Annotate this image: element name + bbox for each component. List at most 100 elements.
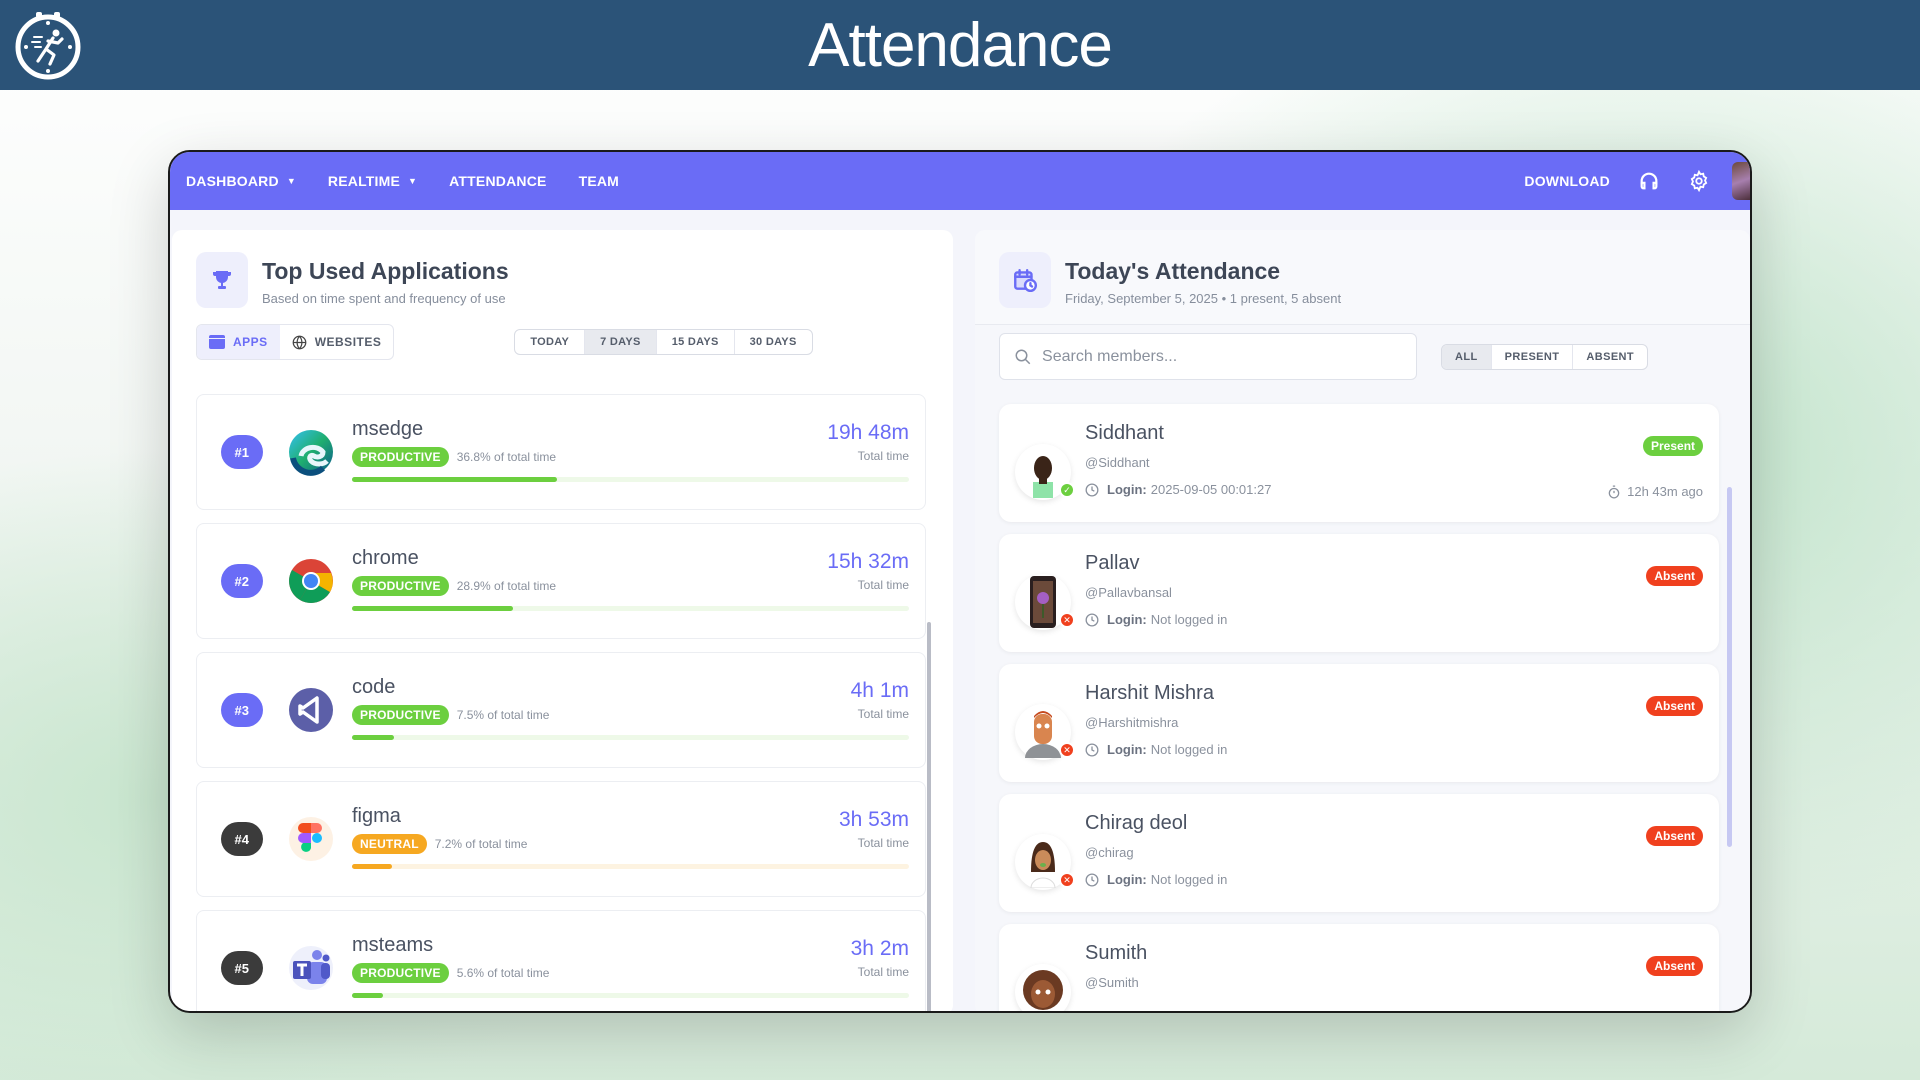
- member-handle: @Sumith: [1085, 975, 1139, 990]
- range-7-days[interactable]: 7 DAYS: [585, 330, 657, 354]
- avatar: ✕: [1015, 574, 1076, 630]
- gear-icon: [1690, 170, 1708, 192]
- clock-icon: [1085, 613, 1099, 626]
- range-15-days[interactable]: 15 DAYS: [657, 330, 735, 354]
- status-badge: Absent: [1646, 826, 1704, 846]
- nav-team[interactable]: TEAM: [579, 173, 619, 189]
- vscode-icon: [289, 688, 334, 732]
- filter-present[interactable]: PRESENT: [1492, 344, 1574, 369]
- app-row[interactable]: #3 code PRODUCTIVE 7.5% of total time: [196, 652, 926, 768]
- figma-icon: [289, 817, 334, 861]
- nav-dashboard-label: DASHBOARD: [186, 173, 279, 189]
- member-card[interactable]: ✕ Chirag deol @chirag Login: Not logged …: [999, 794, 1720, 912]
- settings-button[interactable]: [1688, 170, 1710, 192]
- total-time: 4h 1m: [850, 679, 909, 702]
- usage-bar: [352, 735, 909, 740]
- filter-absent[interactable]: ABSENT: [1586, 350, 1635, 363]
- app-row[interactable]: #2 chrome PR: [196, 523, 926, 639]
- category-badge: PRODUCTIVE: [352, 576, 449, 596]
- app-row[interactable]: #5 msteams: [196, 910, 926, 1011]
- usage-bar: [352, 606, 909, 611]
- member-handle: @Pallavbansal: [1085, 585, 1172, 600]
- member-card[interactable]: ✕ Harshit Mishra @Harshitmishra Login: N…: [999, 664, 1720, 782]
- attendance-panel: Today's Attendance Friday, September 5, …: [975, 230, 1750, 1011]
- total-time: 3h 53m: [838, 808, 909, 831]
- filter-all[interactable]: ALL: [1442, 344, 1492, 369]
- login-label: Login:: [1107, 612, 1147, 627]
- avatar: ✓: [1015, 444, 1076, 500]
- app-name: msedge: [352, 418, 424, 440]
- calendar-tile: [999, 252, 1052, 308]
- member-name: Siddhant: [1085, 422, 1164, 444]
- members-scrollbar[interactable]: [1727, 487, 1732, 847]
- member-name: Harshit Mishra: [1085, 682, 1214, 704]
- nav-dashboard[interactable]: DASHBOARD ▼: [186, 173, 296, 189]
- nav-realtime[interactable]: REALTIME ▼: [328, 173, 417, 189]
- nav-attendance-label: ATTENDANCE: [449, 173, 547, 189]
- percent-text: 28.9% of total time: [456, 579, 557, 593]
- app-name: msteams: [352, 934, 434, 956]
- chevron-down-icon: ▼: [286, 176, 296, 186]
- top-nav: DASHBOARD ▼ REALTIME ▼ ATTENDANCE TEAM D…: [170, 152, 1750, 210]
- user-avatar[interactable]: [1732, 162, 1750, 200]
- nav-team-label: TEAM: [578, 173, 620, 189]
- rank-badge: #5: [221, 951, 263, 985]
- teams-icon: [289, 946, 334, 990]
- rank-badge: #2: [221, 564, 263, 598]
- range-toggle: TODAY 7 DAYS 15 DAYS 30 DAYS: [514, 329, 813, 355]
- apps-panel-title: Top Used Applications: [262, 258, 509, 284]
- member-card[interactable]: ✓ Siddhant @Siddhant Login: 2025-09-05 0…: [999, 404, 1720, 522]
- percent-text: 36.8% of total time: [456, 450, 557, 464]
- tab-apps[interactable]: APPS: [197, 325, 280, 359]
- total-time: 19h 48m: [827, 421, 909, 444]
- category-badge: PRODUCTIVE: [352, 447, 449, 467]
- login-value: Not logged in: [1150, 742, 1228, 757]
- calendar-clock-icon: [1014, 269, 1038, 293]
- status-badge: Absent: [1646, 566, 1704, 586]
- login-label: Login:: [1107, 872, 1147, 887]
- rank-badge: #4: [221, 822, 263, 856]
- nav-attendance[interactable]: ATTENDANCE: [449, 173, 546, 189]
- category-badge: PRODUCTIVE: [352, 705, 449, 725]
- total-time-label: Total time: [857, 707, 909, 721]
- percent-text: 7.2% of total time: [434, 837, 528, 851]
- app-list: #1 msedge PRODUCTIVE 36.8% o: [196, 394, 929, 1011]
- app-row[interactable]: #1 msedge PRODUCTIVE 36.8% o: [196, 394, 926, 510]
- member-handle: @Siddhant: [1085, 455, 1150, 470]
- usage-bar: [352, 477, 909, 482]
- tab-websites[interactable]: WEBSITES: [280, 325, 394, 359]
- attendance-subtitle: Friday, September 5, 2025 • 1 present, 5…: [1065, 291, 1342, 306]
- download-button[interactable]: DOWNLOAD: [1524, 173, 1610, 189]
- nav-realtime-label: REALTIME: [327, 173, 401, 189]
- support-button[interactable]: [1638, 170, 1660, 192]
- search-box[interactable]: [999, 333, 1418, 380]
- member-name: Chirag deol: [1085, 812, 1188, 834]
- login-label: Login:: [1107, 482, 1147, 497]
- rank-badge: #3: [221, 693, 263, 727]
- top-apps-panel: Top Used Applications Based on time spen…: [172, 230, 954, 1011]
- rank-badge: #1: [221, 435, 263, 469]
- trophy-tile: [196, 252, 248, 308]
- category-badge: NEUTRAL: [352, 834, 427, 854]
- member-name: Pallav: [1085, 552, 1140, 574]
- x-icon: ✕: [1059, 612, 1076, 628]
- total-time: 15h 32m: [827, 550, 909, 573]
- app-window: DASHBOARD ▼ REALTIME ▼ ATTENDANCE TEAM D…: [168, 150, 1752, 1013]
- check-icon: ✓: [1059, 482, 1076, 498]
- avatar: ✕: [1015, 704, 1076, 760]
- range-30-days[interactable]: 30 DAYS: [749, 336, 797, 348]
- member-handle: @chirag: [1085, 845, 1134, 860]
- status-badge: Absent: [1646, 956, 1704, 976]
- range-today[interactable]: TODAY: [515, 330, 586, 354]
- globe-icon: [292, 335, 307, 349]
- status-filter: ALL PRESENT ABSENT: [1441, 343, 1649, 370]
- member-card[interactable]: Sumith @Sumith Absent: [999, 924, 1720, 1011]
- stopwatch-runner-icon: [15, 12, 81, 80]
- search-input[interactable]: [1042, 347, 1383, 366]
- app-name: code: [352, 676, 396, 698]
- apps-scrollbar[interactable]: [927, 622, 932, 1011]
- member-card[interactable]: ✕ Pallav @Pallavbansal Login: Not logged…: [999, 534, 1720, 652]
- trophy-icon: [213, 271, 231, 289]
- app-row[interactable]: #4 figma NEU: [196, 781, 926, 897]
- type-toggle: APPS WEBSITES: [196, 324, 395, 360]
